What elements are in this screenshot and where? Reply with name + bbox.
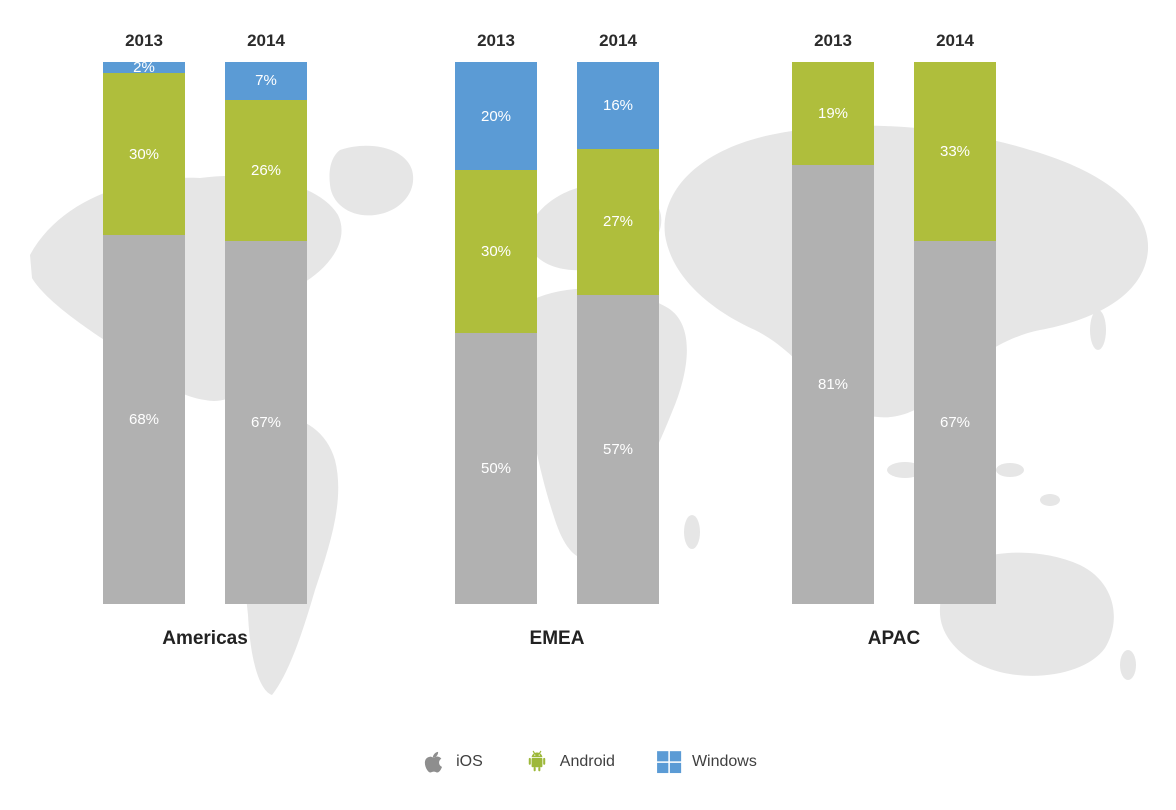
segment-value-label: 81% bbox=[817, 375, 849, 393]
bar-column-apac-2014: 2014 33% 67% bbox=[914, 28, 996, 604]
bars-row: 2013 2% 30% 68% 2014 7% 26% 67% bbox=[103, 28, 307, 604]
region-label-emea: EMEA bbox=[529, 628, 585, 649]
segment-ios[interactable]: 57% bbox=[577, 295, 659, 604]
segment-android[interactable]: 30% bbox=[455, 170, 537, 333]
stacked-bar-emea-2014[interactable]: 16% 27% 57% bbox=[577, 62, 659, 604]
segment-ios[interactable]: 50% bbox=[455, 332, 537, 604]
stacked-bar-americas-2014[interactable]: 7% 26% 67% bbox=[225, 62, 307, 604]
region-group-apac: 2013 19% 81% 2014 33% 67% APAC bbox=[792, 28, 996, 650]
bar-column-emea-2013: 2013 20% 30% 50% bbox=[455, 28, 537, 604]
legend-item-android: Android bbox=[523, 748, 615, 776]
segment-value-label: 20% bbox=[480, 107, 512, 125]
segment-value-label: 27% bbox=[602, 213, 634, 231]
windows-icon bbox=[655, 748, 683, 776]
stacked-bar-apac-2013[interactable]: 19% 81% bbox=[792, 62, 874, 604]
segment-value-label: 19% bbox=[817, 104, 849, 122]
year-label: 2014 bbox=[247, 31, 285, 50]
region-group-emea: 2013 20% 30% 50% 2014 16% 27% 57% EMEA bbox=[455, 28, 659, 650]
segment-ios[interactable]: 81% bbox=[792, 164, 874, 604]
legend-label: Windows bbox=[691, 753, 757, 770]
segment-value-label: 26% bbox=[250, 161, 282, 179]
segment-ios[interactable]: 68% bbox=[103, 235, 185, 604]
stacked-bar-apac-2014[interactable]: 33% 67% bbox=[914, 62, 996, 604]
region-label-apac: APAC bbox=[867, 628, 921, 649]
year-label: 2013 bbox=[125, 31, 163, 50]
segment-ios[interactable]: 67% bbox=[914, 240, 996, 604]
region-label-americas: Americas bbox=[162, 628, 248, 649]
segment-value-label: 16% bbox=[602, 96, 634, 114]
segment-windows[interactable]: 20% bbox=[455, 62, 537, 171]
android-icon bbox=[523, 748, 551, 776]
year-label: 2014 bbox=[936, 31, 974, 50]
segment-value-label: 50% bbox=[480, 459, 512, 477]
segment-value-label: 67% bbox=[250, 413, 282, 431]
segment-windows[interactable]: 2% bbox=[103, 58, 185, 76]
apple-icon bbox=[419, 748, 447, 776]
map-greenland bbox=[329, 145, 414, 216]
segment-value-label: 57% bbox=[602, 441, 634, 459]
region-group-americas: 2013 2% 30% 68% 2014 7% 26% 67% Americas bbox=[103, 28, 307, 650]
chart-legend: iOS Android Windows bbox=[0, 748, 1176, 776]
map-asia bbox=[664, 125, 1149, 418]
legend-item-ios: iOS bbox=[419, 748, 483, 776]
segment-ios[interactable]: 67% bbox=[225, 240, 307, 604]
bar-column-apac-2013: 2013 19% 81% bbox=[792, 28, 874, 604]
legend-label: iOS bbox=[456, 753, 483, 770]
year-label: 2014 bbox=[599, 31, 637, 50]
segment-windows[interactable]: 7% bbox=[225, 62, 307, 100]
segment-windows[interactable]: 16% bbox=[577, 62, 659, 149]
map-japan bbox=[1090, 310, 1106, 350]
segment-android[interactable]: 26% bbox=[225, 99, 307, 241]
year-label: 2013 bbox=[477, 31, 515, 50]
segment-value-label: 67% bbox=[939, 413, 971, 431]
segment-value-label: 30% bbox=[128, 145, 160, 163]
segment-value-label: 33% bbox=[939, 142, 971, 160]
stacked-bar-americas-2013[interactable]: 2% 30% 68% bbox=[103, 58, 185, 604]
segment-android[interactable]: 33% bbox=[914, 62, 996, 241]
bar-column-americas-2014: 2014 7% 26% 67% bbox=[225, 28, 307, 604]
segment-android[interactable]: 27% bbox=[577, 148, 659, 296]
stacked-bar-emea-2013[interactable]: 20% 30% 50% bbox=[455, 62, 537, 604]
segment-value-label: 2% bbox=[133, 58, 155, 76]
segment-value-label: 68% bbox=[128, 411, 160, 429]
segment-android[interactable]: 19% bbox=[792, 62, 874, 165]
bar-column-americas-2013: 2013 2% 30% 68% bbox=[103, 28, 185, 604]
map-island bbox=[996, 463, 1024, 477]
map-island bbox=[1040, 494, 1060, 506]
year-label: 2013 bbox=[814, 31, 852, 50]
segment-android[interactable]: 30% bbox=[103, 72, 185, 236]
segment-value-label: 30% bbox=[480, 243, 512, 261]
bars-row: 2013 20% 30% 50% 2014 16% 27% 57% bbox=[455, 28, 659, 604]
segment-value-label: 7% bbox=[255, 72, 277, 90]
map-new-zealand bbox=[1120, 650, 1136, 680]
map-madagascar bbox=[684, 515, 700, 549]
legend-item-windows: Windows bbox=[655, 748, 757, 776]
bar-column-emea-2014: 2014 16% 27% 57% bbox=[577, 28, 659, 604]
legend-label: Android bbox=[559, 753, 615, 770]
bars-row: 2013 19% 81% 2014 33% 67% bbox=[792, 28, 996, 604]
